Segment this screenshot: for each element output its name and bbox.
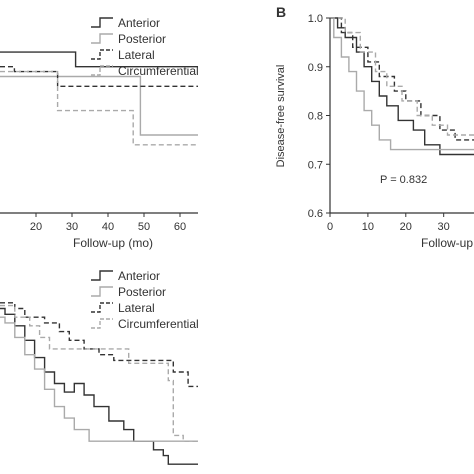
legend-lateral-swatch — [91, 302, 113, 313]
panel-b-series-anterior — [330, 17, 474, 156]
panel-b-p-value: P = 0.832 — [380, 174, 427, 186]
panel-b-series-posterior — [330, 17, 474, 151]
panel-b-x-tick-label: 20 — [400, 221, 412, 233]
panel-b-y-ticks: 0.6 0.7 0.8 0.9 1.0 — [308, 13, 330, 220]
panel-b-x-tick-label: 10 — [362, 221, 374, 233]
panel-c-series-anterior — [0, 307, 198, 465]
panel-b-x-label: Follow-up — [421, 236, 473, 250]
panel-b-y-label: Disease-free survival — [275, 65, 287, 168]
legend-circumferential-swatch — [91, 65, 113, 76]
legend-anterior-label: Anterior — [118, 16, 160, 30]
legend-posterior-swatch — [91, 286, 113, 297]
panel-c-series-circumferential — [0, 304, 198, 442]
panel-a-series-anterior — [0, 51, 198, 68]
panel-a-chart: 20 30 40 50 60 Follow-up (mo) Anterior Poster… — [0, 16, 199, 250]
panel-b-x-ticks: 0 10 20 30 — [327, 213, 450, 233]
panel-a-series-circumferential — [0, 70, 198, 146]
legend-lateral-swatch — [91, 49, 113, 60]
panel-a-x-tick-label: 40 — [102, 221, 114, 233]
panel-b-x-tick-label: 30 — [438, 221, 450, 233]
legend-anterior-label: Anterior — [118, 269, 160, 283]
panel-b-y-tick-label: 0.7 — [308, 159, 323, 171]
panel-b-chart: B 0.6 0.7 0.8 0.9 1.0 0 10 20 30 Disease-free s… — [275, 4, 474, 250]
panel-a-legend: Anterior Posterior Lateral Circumferential — [91, 16, 199, 78]
panel-a-x-tick-label: 30 — [66, 221, 78, 233]
legend-posterior-label: Posterior — [118, 285, 166, 299]
legend-posterior-swatch — [91, 33, 113, 44]
panel-a-x-label: Follow-up (mo) — [73, 236, 153, 250]
legend-lateral-label: Lateral — [118, 301, 155, 315]
panel-c-curves — [0, 302, 198, 465]
panel-a-curves — [0, 51, 198, 146]
panel-b-series-circumferential — [330, 17, 474, 136]
legend-anterior-swatch — [91, 270, 113, 281]
panel-a-x-tick-label: 50 — [138, 221, 150, 233]
panel-a-series-posterior — [0, 75, 198, 136]
panel-b-y-tick-label: 0.6 — [308, 208, 323, 220]
panel-b-series-lateral — [330, 17, 474, 141]
panel-a-x-tick-label: 20 — [30, 221, 42, 233]
panel-c-legend: Anterior Posterior Lateral Circumferential — [91, 269, 199, 331]
panel-c-series-lateral — [0, 302, 198, 388]
panel-b-y-tick-label: 1.0 — [308, 13, 323, 25]
panel-b-x-tick-label: 0 — [327, 221, 333, 233]
panel-b-y-tick-label: 0.9 — [308, 62, 323, 74]
panel-b-label: B — [276, 4, 286, 20]
legend-posterior-label: Posterior — [118, 32, 166, 46]
panel-b-curves — [330, 17, 474, 156]
legend-circumferential-label: Circumferential — [118, 317, 199, 331]
legend-circumferential-label: Circumferential — [118, 64, 199, 78]
legend-circumferential-swatch — [91, 318, 113, 329]
panel-a-x-tick-label: 60 — [174, 221, 186, 233]
panel-c-chart: Anterior Posterior Lateral Circumferential — [0, 269, 199, 465]
legend-anterior-swatch — [91, 17, 113, 28]
panel-b-y-tick-label: 0.8 — [308, 111, 323, 123]
panel-a-x-ticks: 20 30 40 50 60 — [30, 213, 186, 233]
legend-lateral-label: Lateral — [118, 48, 155, 62]
panel-c-series-posterior — [0, 316, 198, 442]
